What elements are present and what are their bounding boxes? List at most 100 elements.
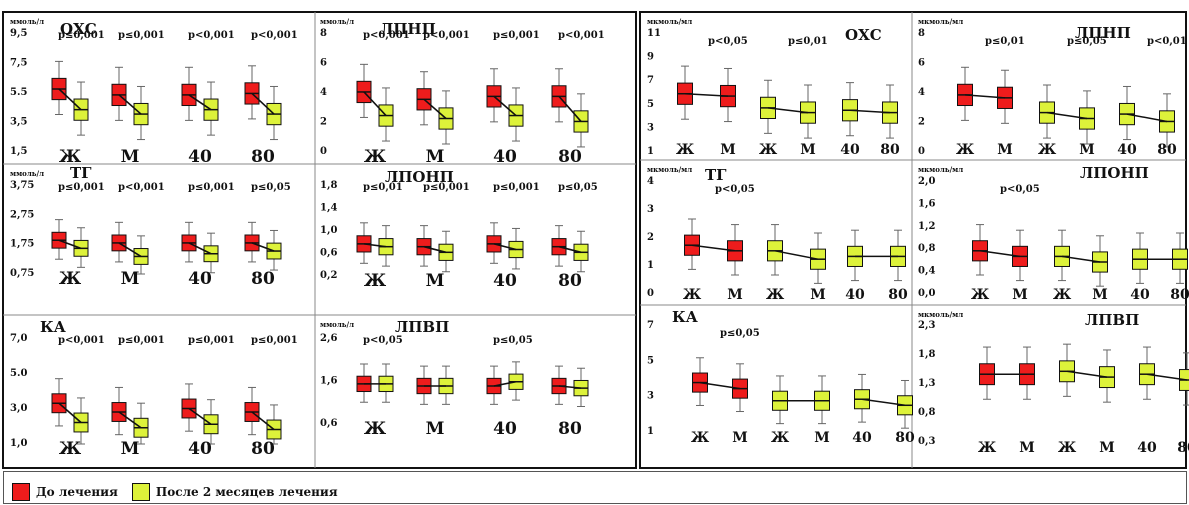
trend-line-L4-3	[558, 245, 582, 254]
group-label-L4-1: М	[426, 271, 445, 291]
group-label-R3-2: Ж	[766, 287, 785, 303]
trend-line-L1-1	[118, 94, 142, 115]
trend-line-L1-0	[58, 88, 82, 111]
p-value-L1-1: p≤0,001	[118, 30, 165, 41]
y-tick-label-R2-4: 0	[918, 146, 925, 157]
y-tick-label-L5-0: 7,0	[10, 333, 27, 344]
group-label-R1-1: М	[720, 142, 736, 158]
group-label-R4-0: Ж	[971, 287, 990, 303]
y-tick-label-L3-0: 3,75	[10, 180, 34, 191]
y-tick-label-R5-0: 7	[647, 320, 654, 331]
panel-title-R6: ЛПВП	[1085, 311, 1139, 329]
legend-swatch-after	[131, 483, 150, 501]
y-tick-label-R3-2: 2	[647, 232, 654, 243]
y-tick-label-L1-0: 9,5	[10, 28, 27, 39]
group-label-R1-5: 80	[880, 142, 900, 158]
y-tick-label-R3-0: 4	[647, 176, 654, 187]
group-label-R3-5: 80	[888, 287, 908, 303]
group-label-R6-5: 80	[1177, 440, 1189, 456]
trend-line-R6-2	[1066, 370, 1108, 378]
y-tick-label-L3-1: 2,75	[10, 209, 34, 220]
trend-line-R5-0	[699, 381, 741, 390]
trend-line-R2-4	[1126, 113, 1168, 123]
p-value-R2-1: p≤0,05	[1067, 36, 1107, 47]
y-tick-label-R1-5: 1	[647, 146, 654, 157]
trend-line-L4-2	[493, 243, 517, 251]
p-value-L3-0: p≤0,001	[58, 182, 105, 193]
group-label-R3-3: М	[810, 287, 826, 303]
y-tick-label-R3-4: 0	[647, 288, 654, 299]
group-label-L4-2: 40	[493, 271, 517, 291]
trend-line-R1-4	[849, 109, 891, 114]
group-label-R4-1: М	[1012, 287, 1028, 303]
group-label-L5-1: М	[121, 439, 140, 459]
y-tick-label-L2-2: 4	[320, 87, 327, 98]
p-value-L4-0: p≤0,01	[363, 182, 403, 193]
unit-label-L3: ммоль/л	[10, 169, 44, 178]
group-label-R6-1: М	[1019, 440, 1035, 456]
y-tick-label-L1-3: 3,5	[10, 117, 27, 128]
y-tick-label-R2-2: 4	[918, 87, 925, 98]
group-label-L5-3: 80	[251, 439, 275, 459]
trend-line-R2-0	[964, 94, 1006, 99]
panel-title-R1: ОХС	[845, 26, 882, 44]
y-tick-label-R6-1: 1,8	[918, 349, 935, 360]
group-label-R5-4: 40	[852, 430, 872, 446]
trend-line-R5-4	[861, 398, 906, 407]
trend-line-L2-2	[493, 95, 517, 117]
y-tick-label-L3-2: 1,75	[10, 239, 34, 250]
panel-title-L1: ОХС	[60, 20, 97, 38]
panel-title-R5: КА	[672, 308, 699, 326]
group-label-L6-0: Ж	[364, 419, 387, 439]
group-label-L4-0: Ж	[364, 271, 387, 291]
unit-label-R1: мкмоль/мл	[647, 17, 692, 26]
p-value-L5-2: p≤0,001	[188, 335, 235, 346]
unit-label-R6: мкмоль/мл	[918, 310, 963, 319]
group-label-R2-5: 80	[1157, 142, 1177, 158]
trend-line-R1-2	[767, 107, 809, 114]
y-tick-label-R6-3: 0,8	[918, 407, 935, 418]
group-label-R5-0: Ж	[691, 430, 710, 446]
p-value-R4-0: p<0,05	[1000, 184, 1040, 195]
trend-line-L2-0	[363, 91, 387, 117]
group-label-R5-3: М	[814, 430, 830, 446]
group-label-R2-1: М	[997, 142, 1013, 158]
y-tick-label-L1-1: 7,5	[10, 58, 27, 69]
p-value-R2-0: p≤0,01	[985, 36, 1025, 47]
y-tick-label-R3-3: 1	[647, 260, 654, 271]
group-label-L6-2: 40	[493, 419, 517, 439]
trend-line-L2-1	[423, 98, 447, 120]
trend-line-R2-2	[1046, 111, 1088, 120]
group-label-L3-1: М	[121, 269, 140, 289]
group-label-L1-3: 80	[251, 147, 275, 167]
trend-line-L5-0	[58, 402, 82, 424]
p-value-L4-3: p≤0,05	[558, 182, 598, 193]
y-tick-label-R1-4: 3	[647, 122, 654, 133]
group-label-L6-1: М	[426, 419, 445, 439]
p-value-L5-0: p<0,001	[58, 335, 105, 346]
group-label-R4-4: 40	[1130, 287, 1150, 303]
group-label-R1-0: Ж	[676, 142, 695, 158]
y-tick-label-L2-0: 8	[320, 28, 327, 39]
p-value-R2-2: p<0,01	[1147, 36, 1187, 47]
trend-line-L4-0	[363, 243, 387, 248]
y-tick-label-R6-2: 1,3	[918, 378, 935, 389]
unit-label-L6: ммоль/л	[320, 320, 354, 329]
group-label-L1-0: Ж	[59, 147, 82, 167]
legend-label-before: До лечения	[36, 485, 118, 499]
unit-label-R4: мкмоль/мл	[918, 165, 963, 174]
group-label-L2-3: 80	[558, 147, 582, 167]
y-tick-label-L6-0: 2,6	[320, 333, 337, 344]
trend-line-R4-2	[1061, 255, 1101, 263]
y-tick-label-R1-1: 9	[647, 52, 654, 63]
trend-line-L5-3	[251, 411, 275, 431]
group-label-L3-0: Ж	[59, 269, 82, 289]
y-tick-label-L3-3: 0,75	[10, 268, 34, 279]
y-tick-label-R5-2: 3	[647, 391, 654, 402]
p-value-L1-0: p≤0,001	[58, 30, 105, 41]
group-label-R4-5: 80	[1170, 287, 1189, 303]
y-tick-label-R6-4: 0,3	[918, 436, 935, 447]
panel-title-R4: ЛПОНП	[1080, 164, 1149, 182]
p-value-L3-2: p≤0,001	[188, 182, 235, 193]
